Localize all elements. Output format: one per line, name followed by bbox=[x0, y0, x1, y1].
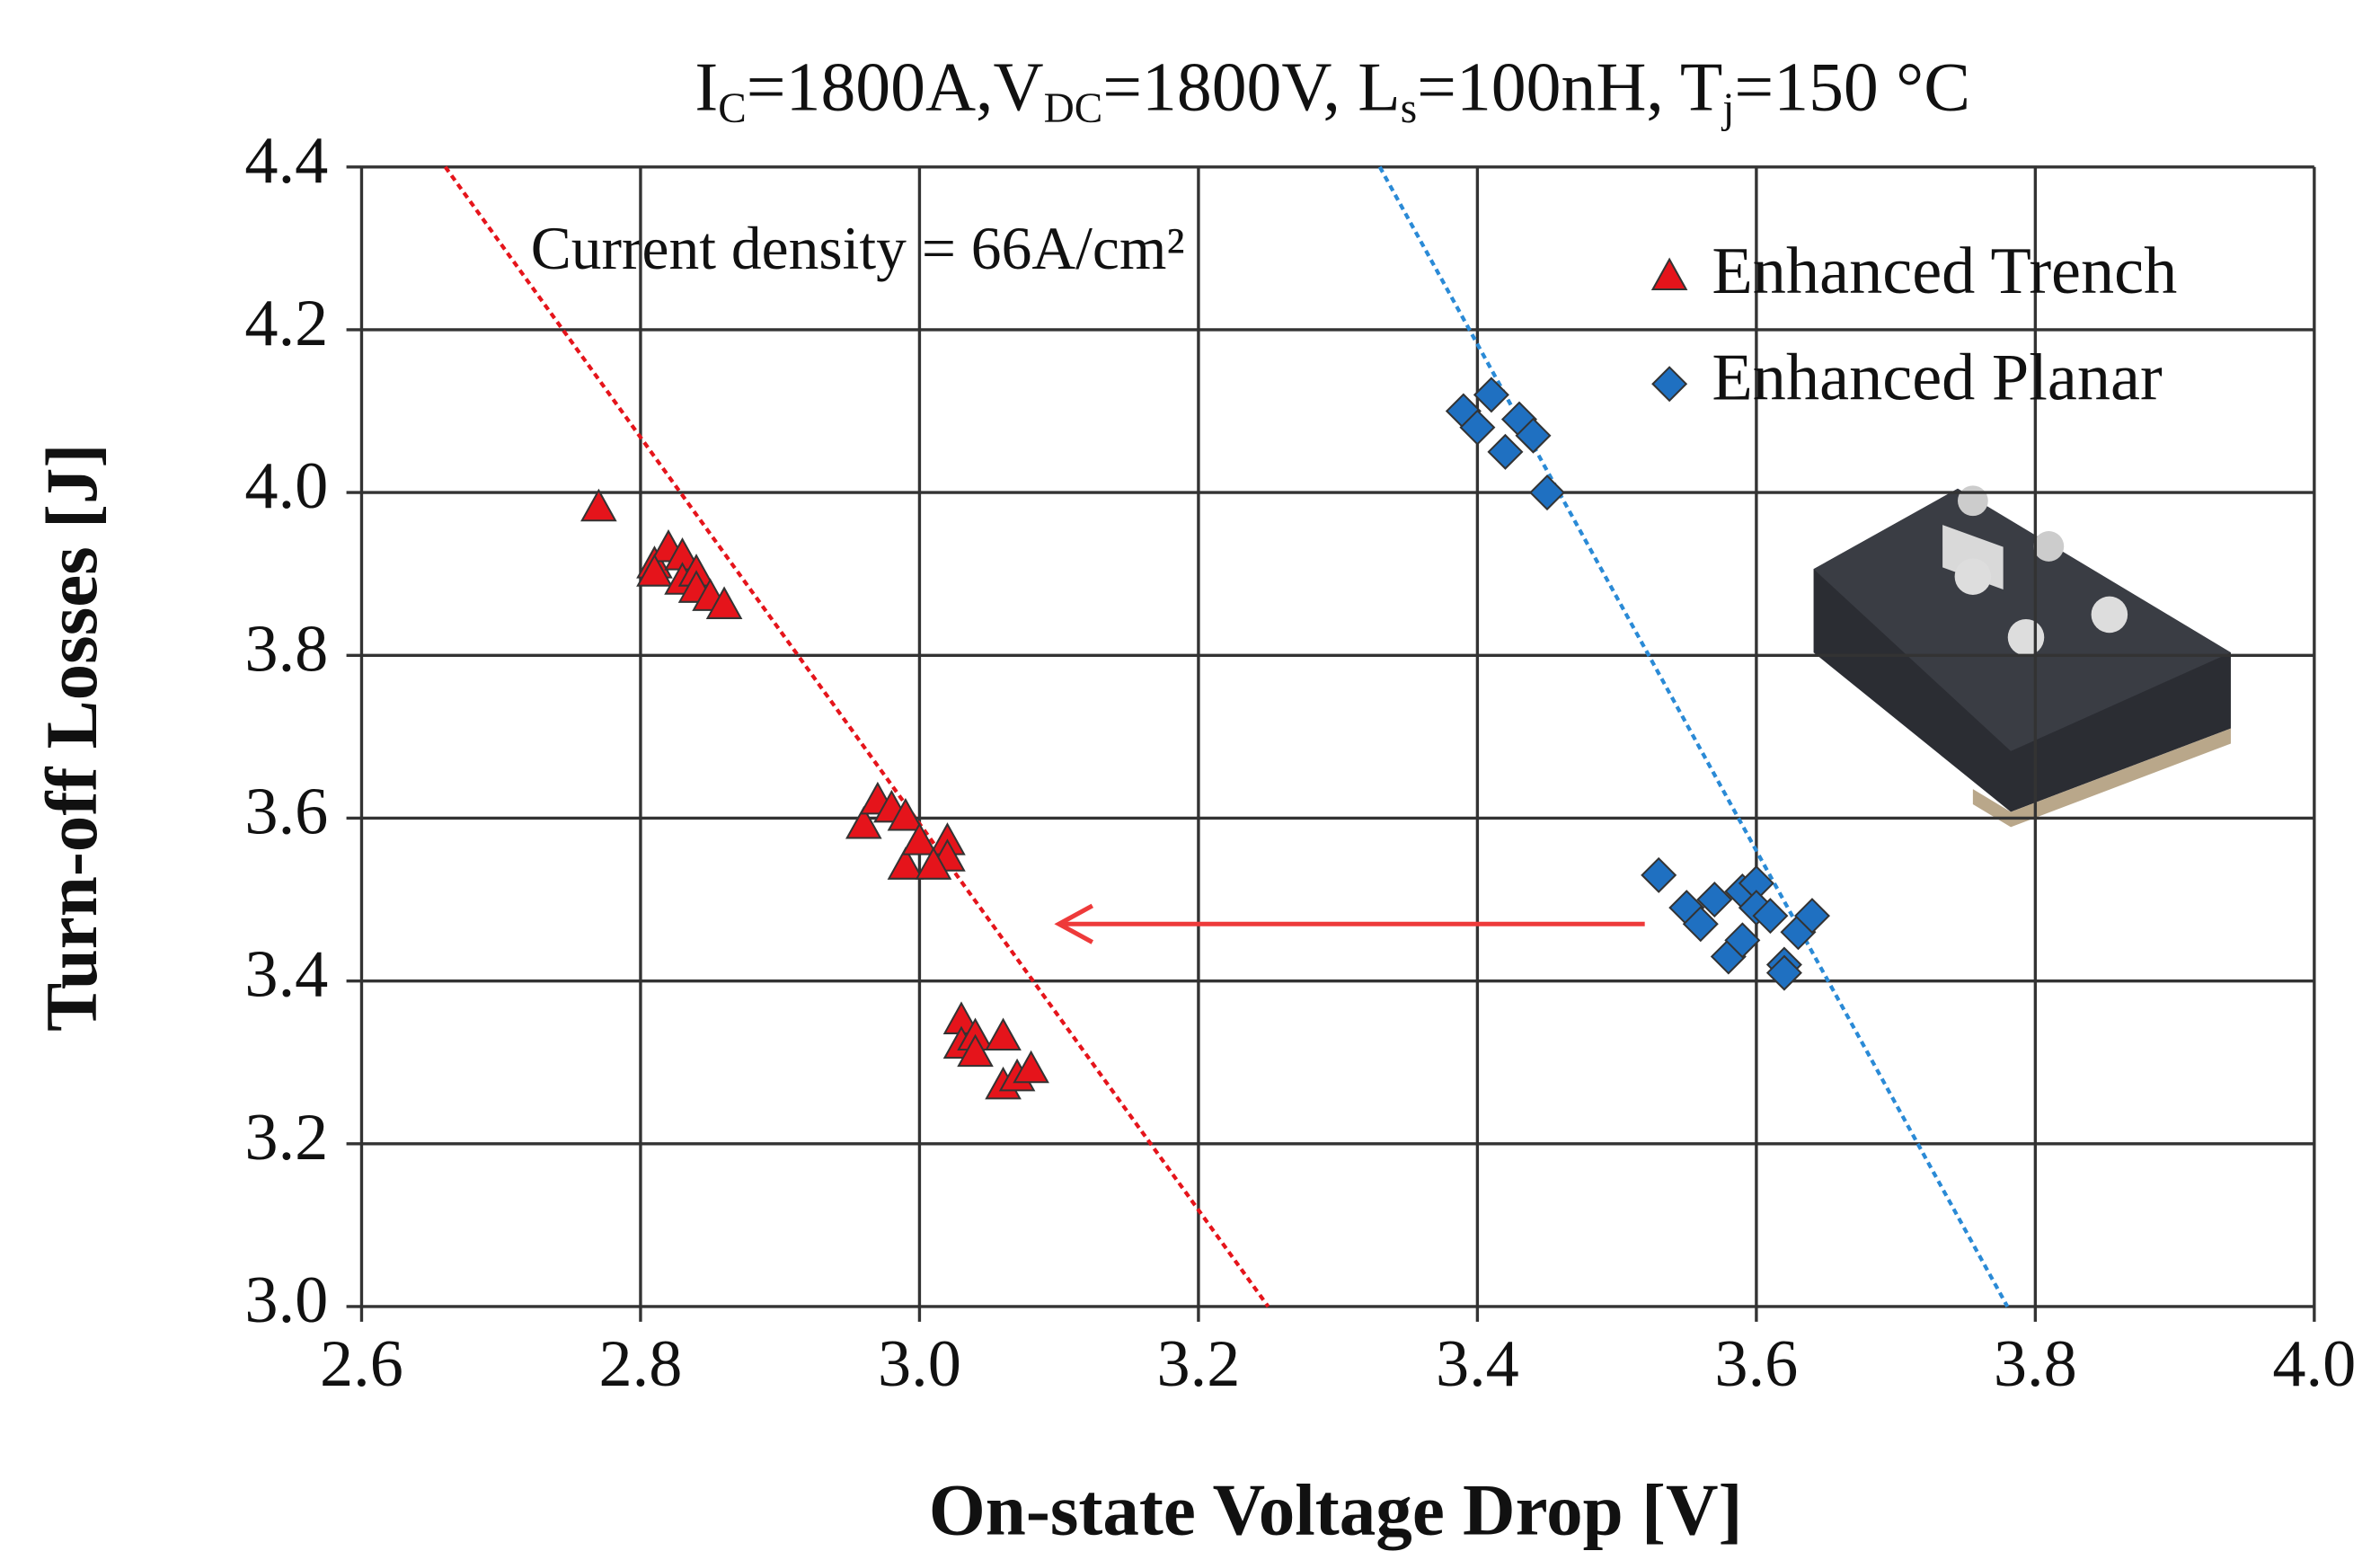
title-part: =1800A,V bbox=[747, 49, 1044, 126]
triangle-marker bbox=[985, 1017, 1022, 1051]
chart-title: IC=1800A,VDC=1800V, Ls=100nH, Tj=150 °C bbox=[695, 49, 1970, 132]
title-part: I bbox=[695, 49, 718, 126]
triangle-marker bbox=[887, 797, 925, 831]
diamond-marker bbox=[1529, 474, 1566, 511]
triangle-marker bbox=[887, 846, 925, 880]
y-tick-label: 3.4 bbox=[244, 938, 328, 1012]
title-subscript: C bbox=[718, 85, 747, 132]
y-tick-label: 3.2 bbox=[244, 1101, 328, 1174]
triangle-marker bbox=[957, 1033, 994, 1068]
title-subscript: j bbox=[1721, 85, 1734, 132]
y-tick-label: 4.0 bbox=[244, 449, 328, 523]
x-tick-label: 3.0 bbox=[878, 1327, 961, 1401]
title-subscript: s bbox=[1401, 85, 1417, 132]
x-tick-label: 2.8 bbox=[599, 1327, 683, 1401]
trendline bbox=[443, 165, 1270, 1308]
x-axis-label: On-state Voltage Drop [V] bbox=[929, 1469, 1743, 1550]
module-photo bbox=[1813, 485, 2231, 828]
x-tick-label: 3.4 bbox=[1436, 1327, 1519, 1401]
x-tick-label: 3.8 bbox=[1994, 1327, 2077, 1401]
y-tick-label: 3.6 bbox=[244, 776, 328, 849]
diamond-marker bbox=[1459, 409, 1496, 446]
y-axis-label: Turn-off Losses [J] bbox=[31, 443, 112, 1031]
triangle-marker bbox=[705, 586, 743, 619]
y-tick-label: 4.2 bbox=[244, 287, 328, 360]
y-tick-label: 3.0 bbox=[244, 1263, 328, 1337]
diamond-marker bbox=[1515, 417, 1552, 454]
diamond-marker bbox=[1752, 898, 1789, 935]
x-tick-label: 2.6 bbox=[320, 1327, 403, 1401]
triangle-marker bbox=[901, 822, 938, 855]
diamond-marker bbox=[1487, 433, 1524, 470]
arrow-head bbox=[1054, 903, 1094, 944]
diamond-marker bbox=[1641, 856, 1677, 893]
diamond-marker bbox=[1696, 882, 1733, 918]
x-tick-label: 4.0 bbox=[2272, 1327, 2356, 1401]
title-part: =150 °C bbox=[1734, 49, 1970, 126]
triangle-marker bbox=[636, 554, 673, 587]
triangle-marker bbox=[915, 846, 952, 880]
title-part: =100nH, T bbox=[1417, 49, 1722, 126]
legend-label: Enhanced Planar bbox=[1712, 341, 2163, 414]
x-tick-label: 3.2 bbox=[1156, 1327, 1240, 1401]
diamond-marker bbox=[1682, 906, 1719, 943]
annotation: Current density = 66A/cm² bbox=[531, 215, 1185, 282]
diamond-marker bbox=[1724, 922, 1761, 959]
triangle-marker bbox=[580, 488, 617, 522]
triangle-marker bbox=[1013, 1050, 1049, 1084]
legend-label: Enhanced Trench bbox=[1712, 235, 2177, 308]
triangle-marker bbox=[1650, 257, 1688, 291]
triangle-marker bbox=[845, 805, 882, 839]
y-tick-label: 4.4 bbox=[244, 124, 328, 198]
diamond-marker bbox=[1651, 366, 1688, 403]
title-subscript: DC bbox=[1044, 85, 1103, 132]
diamond-marker bbox=[1765, 954, 1802, 991]
diamond-marker bbox=[1473, 377, 1509, 413]
diamond-marker bbox=[1793, 898, 1830, 935]
x-tick-label: 3.6 bbox=[1714, 1327, 1798, 1401]
trendline bbox=[1377, 165, 2010, 1308]
y-tick-label: 3.8 bbox=[244, 612, 328, 686]
title-part: =1800V, L bbox=[1102, 49, 1401, 126]
